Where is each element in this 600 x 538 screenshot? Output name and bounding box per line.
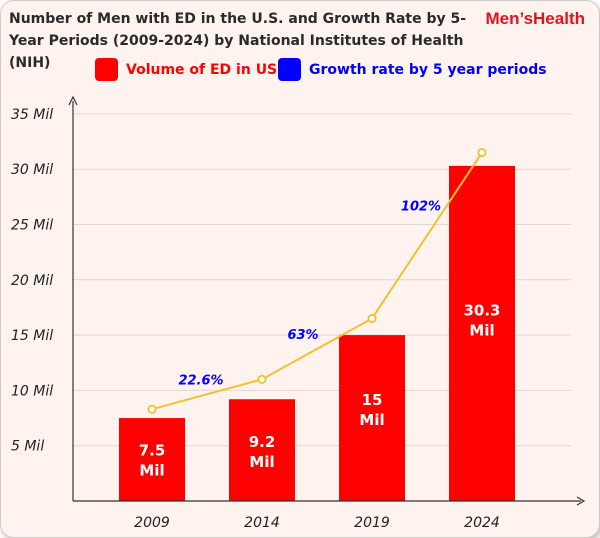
growth-point — [367, 314, 377, 324]
bar — [119, 418, 185, 501]
bar-data-label: 15 Mil — [359, 391, 384, 429]
chart-title: Number of Men with ED in the U.S. and Gr… — [9, 11, 467, 71]
bar-data-label-line: 7.5 — [139, 442, 166, 460]
x-tick-label: 2024 — [464, 515, 500, 531]
bar-data-label: 30.3 Mil — [463, 301, 500, 339]
growth-point — [147, 404, 157, 414]
y-tick-label: 25 Mil — [11, 218, 53, 234]
growth-point — [257, 374, 267, 384]
x-tick-label: 2019 — [354, 515, 390, 531]
legend: Volume of ED in US Growth rate by 5 year… — [1, 58, 599, 82]
y-tick-label: 30 Mil — [11, 162, 53, 178]
legend-item-growth[interactable]: Growth rate by 5 year periods — [278, 58, 547, 81]
growth-line — [151, 152, 483, 411]
x-tick-label: 2014 — [244, 515, 280, 531]
bar — [339, 335, 405, 501]
x-axis-arrow — [576, 496, 586, 506]
y-tick-label: 15 Mil — [11, 328, 53, 344]
legend-swatch-growth — [278, 58, 301, 81]
growth-rate-label: 22.6% — [178, 373, 223, 388]
legend-label-volume: Volume of ED in US — [126, 61, 278, 78]
growth-point — [477, 148, 487, 158]
growth-rate-label: 63% — [287, 328, 318, 343]
bar-data-label-line: 15 — [362, 391, 383, 409]
bar — [449, 165, 515, 501]
bar-data-label: 9.2 Mil — [249, 433, 276, 471]
bar-data-label-line: 30.3 — [463, 301, 500, 319]
bar-data-label-line: 9.2 — [249, 433, 276, 451]
growth-rate-label: 102% — [401, 200, 441, 215]
bar-data-label-line: Mil — [359, 411, 384, 429]
bar-data-label-line: Mil — [249, 453, 274, 471]
brand-logo: Men’sHealth — [485, 9, 585, 28]
bar — [229, 399, 295, 501]
bar-data-label: 7.5 Mil — [139, 442, 166, 480]
bar-data-label-line: Mil — [469, 321, 494, 339]
y-tick-label: 20 Mil — [11, 273, 53, 289]
x-tick-label: 2009 — [134, 515, 170, 531]
bar-data-label-line: Mil — [139, 462, 164, 480]
legend-swatch-volume — [95, 58, 118, 81]
legend-item-volume[interactable]: Volume of ED in US — [95, 58, 277, 81]
y-tick-label: 10 Mil — [11, 383, 53, 399]
y-tick-label: 35 Mil — [11, 107, 53, 123]
y-tick-label: 5 Mil — [11, 439, 44, 455]
y-axis-arrow — [68, 95, 78, 106]
legend-label-growth: Growth rate by 5 year periods — [309, 61, 547, 78]
